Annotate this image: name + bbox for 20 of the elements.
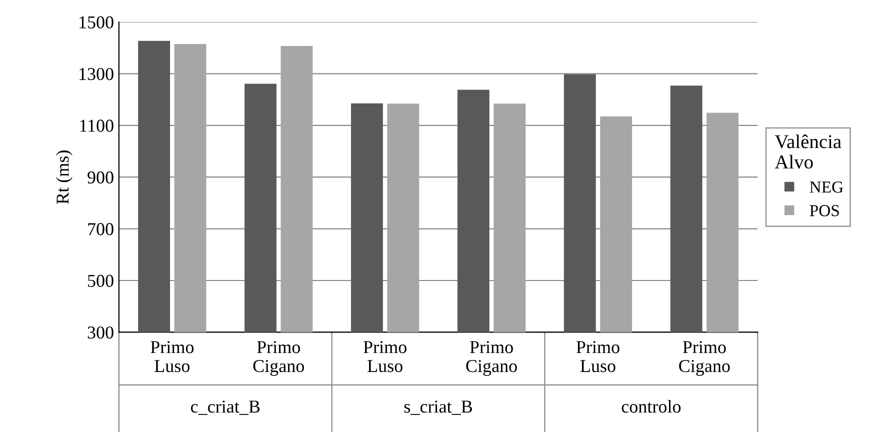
y-tick-label: 900 (88, 171, 114, 184)
y-tick-label: 700 (88, 223, 114, 236)
y-tick-label: 1500 (80, 16, 114, 28)
y-tick-label: 300 (88, 326, 114, 339)
x-tick-label: Primo Cigano (466, 341, 517, 376)
x-tick-label: Primo Luso (364, 341, 406, 372)
text: controlo (622, 400, 681, 413)
text: s_criat_B (404, 400, 472, 415)
legend-label: NEG (810, 181, 844, 193)
x-tick-label: Primo Cigano (679, 341, 730, 376)
x-tick-label: Primo Luso (576, 341, 620, 372)
x-tick-label: Primo Cigano (253, 341, 304, 376)
y-tick-label: 1300 (80, 68, 114, 80)
legend-title: Valência Alvo (774, 134, 842, 169)
x-tick-label: Primo Luso (150, 341, 194, 372)
text: c_criat_B (190, 400, 260, 415)
y-axis-title: Rt (ms) (56, 150, 72, 204)
y-tick-label: 1100 (80, 120, 114, 132)
legend-label: POS (810, 205, 839, 216)
y-tick-label: 500 (88, 274, 114, 287)
